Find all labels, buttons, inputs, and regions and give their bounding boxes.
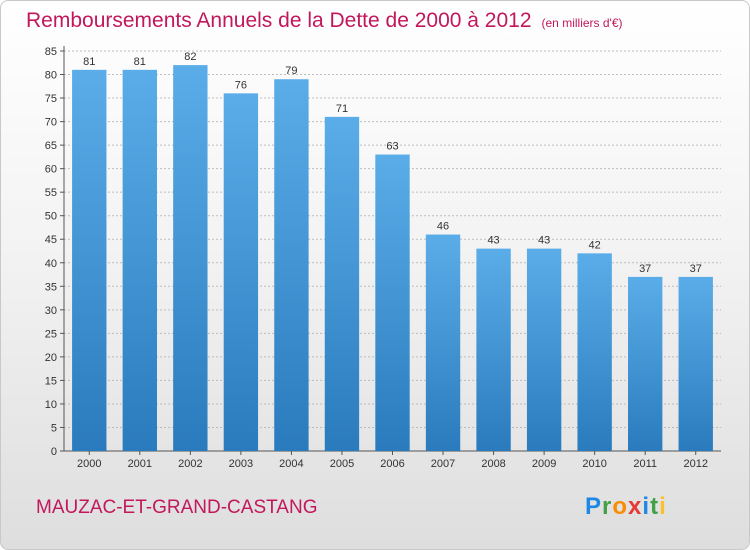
bar-value-label: 46	[437, 221, 449, 233]
bar-value-label: 82	[184, 51, 196, 63]
x-tick-label: 2002	[178, 458, 202, 470]
logo-letter: r	[602, 493, 613, 520]
bar-value-label: 37	[639, 263, 651, 275]
chart-title-text: Remboursements Annuels de la Dette de 20…	[26, 9, 532, 32]
y-tick-label: 70	[45, 117, 57, 129]
x-tick-label: 2010	[582, 458, 606, 470]
y-tick-label: 5	[51, 422, 57, 434]
bar-value-label: 43	[487, 235, 499, 247]
logo-letter: o	[612, 493, 629, 520]
x-tick-label: 2003	[229, 458, 253, 470]
x-tick-label: 2004	[279, 458, 303, 470]
chart-unit-note: (en milliers d'€)	[541, 16, 623, 30]
bar	[173, 65, 208, 451]
y-tick-label: 40	[45, 258, 57, 270]
y-tick-label: 20	[45, 352, 57, 364]
x-tick-label: 2011	[633, 458, 657, 470]
x-tick-label: 2009	[532, 458, 556, 470]
y-tick-label: 30	[45, 305, 57, 317]
bar	[324, 116, 360, 451]
commune-name: MAUZAC-ET-GRAND-CASTANG	[36, 497, 318, 518]
bar-value-label: 42	[589, 239, 601, 251]
y-tick-label: 55	[45, 187, 57, 199]
y-tick-label: 10	[45, 399, 57, 411]
bar	[72, 69, 107, 451]
y-tick-label: 80	[45, 70, 57, 82]
x-tick-label: 2001	[128, 458, 152, 470]
x-tick-label: 2012	[683, 458, 707, 470]
bar	[678, 276, 713, 451]
bar-value-label: 81	[83, 56, 95, 68]
y-tick-label: 0	[51, 446, 57, 458]
logo-letter: t	[650, 493, 660, 520]
logo-letter: x	[628, 493, 643, 520]
chart-title: Remboursements Annuels de la Dette de 20…	[26, 9, 623, 33]
bar	[375, 154, 410, 451]
bar-value-label: 76	[235, 79, 247, 91]
bar	[628, 276, 663, 451]
y-tick-label: 75	[45, 93, 57, 105]
x-tick-label: 2005	[330, 458, 354, 470]
y-tick-label: 15	[45, 375, 57, 387]
bar-value-label: 79	[285, 65, 297, 77]
bar	[476, 248, 511, 451]
x-tick-label: 2007	[431, 458, 455, 470]
logo-letter: P	[585, 493, 603, 520]
y-tick-label: 50	[45, 211, 57, 223]
bar	[223, 93, 259, 452]
bar-value-label: 43	[538, 235, 550, 247]
x-tick-label: 2000	[77, 458, 101, 470]
bar-value-label: 71	[336, 103, 348, 115]
bar-value-label: 81	[134, 56, 146, 68]
proxiti-logo: Proxiti	[585, 493, 667, 521]
y-tick-label: 65	[45, 140, 57, 152]
y-tick-label: 60	[45, 164, 57, 176]
y-tick-label: 45	[45, 234, 57, 246]
x-tick-label: 2008	[481, 458, 505, 470]
y-tick-label: 85	[45, 46, 57, 58]
bar-value-label: 63	[386, 141, 398, 153]
bar-value-label: 37	[690, 263, 702, 275]
bar	[274, 79, 309, 451]
logo-letter: i	[659, 493, 667, 520]
y-tick-label: 25	[45, 328, 57, 340]
y-tick-label: 35	[45, 281, 57, 293]
bar	[526, 248, 562, 451]
bar	[122, 69, 157, 451]
logo-letter: i	[642, 493, 651, 520]
bar	[425, 234, 461, 451]
bar	[577, 253, 612, 451]
x-tick-label: 2006	[380, 458, 404, 470]
